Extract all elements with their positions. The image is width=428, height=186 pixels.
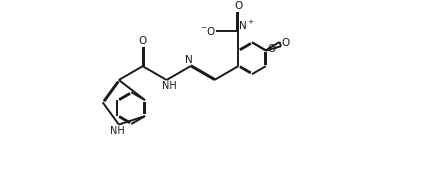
Text: N: N <box>185 55 193 65</box>
Text: N$^+$: N$^+$ <box>238 19 254 32</box>
Text: O: O <box>267 44 276 54</box>
Text: NH: NH <box>162 81 177 91</box>
Text: $^{-}$O: $^{-}$O <box>200 25 216 37</box>
Text: O: O <box>234 1 242 11</box>
Text: O: O <box>139 36 147 46</box>
Text: O: O <box>281 38 289 48</box>
Text: NH: NH <box>110 126 125 137</box>
